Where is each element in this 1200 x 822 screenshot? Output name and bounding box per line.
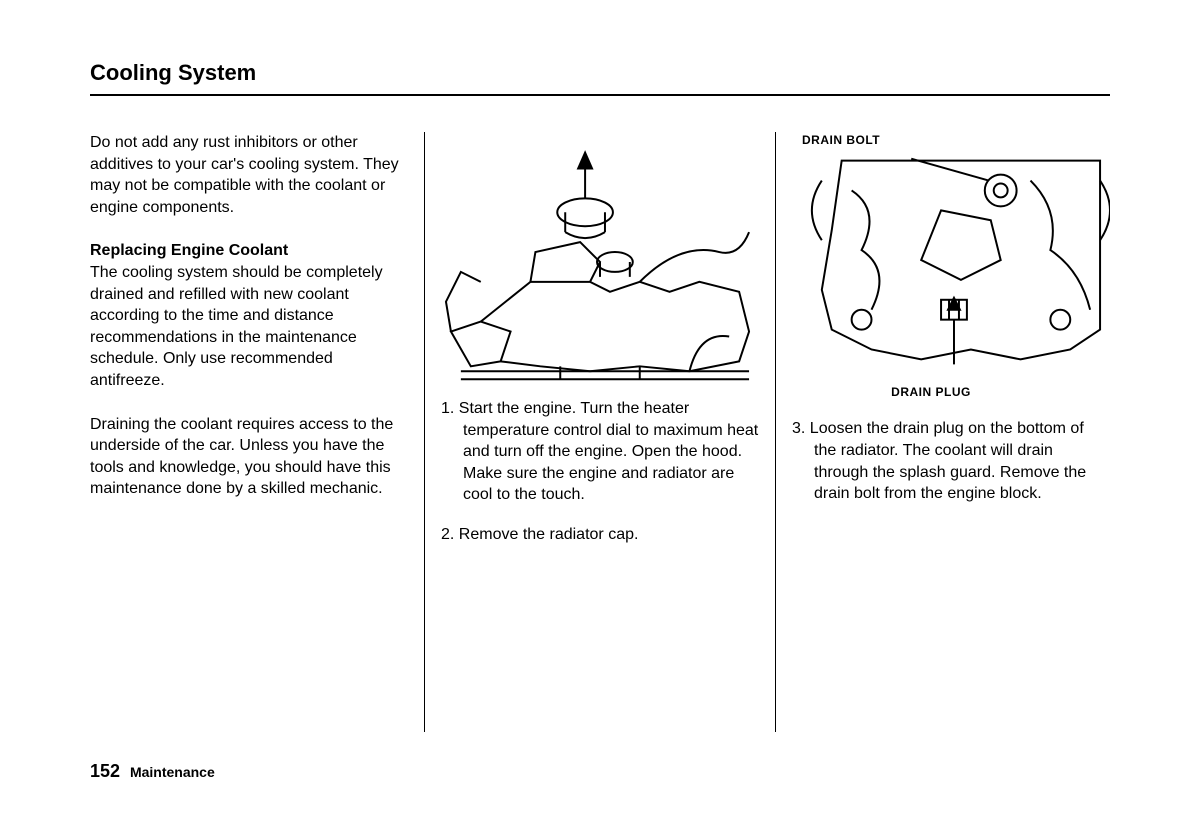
- drain-plug-illustration-icon: [792, 150, 1110, 380]
- step-1: 1. Start the engine. Turn the heater tem…: [441, 398, 759, 506]
- paragraph-drain-refill: The cooling system should be completely …: [90, 262, 408, 392]
- column-2: 1. Start the engine. Turn the heater tem…: [424, 132, 776, 732]
- page-title: Cooling System: [90, 60, 1110, 96]
- label-drain-bolt: DRAIN BOLT: [802, 132, 1110, 148]
- column-3: DRAIN BOLT: [776, 132, 1110, 732]
- radiator-cap-illustration-icon: [441, 132, 759, 382]
- step-3: 3. Loosen the drain plug on the bottom o…: [792, 418, 1110, 504]
- figure-radiator-cap: [441, 132, 759, 382]
- paragraph-additives: Do not add any rust inhibitors or other …: [90, 132, 408, 218]
- content-columns: Do not add any rust inhibitors or other …: [90, 132, 1110, 732]
- label-drain-plug: DRAIN PLUG: [752, 384, 1110, 400]
- page-footer: 152 Maintenance: [90, 761, 215, 782]
- column-1: Do not add any rust inhibitors or other …: [90, 132, 424, 732]
- figure-drain-plug: [792, 150, 1110, 380]
- step-2: 2. Remove the radiator cap.: [441, 524, 759, 546]
- paragraph-mechanic: Draining the coolant requires access to …: [90, 414, 408, 500]
- footer-section: Maintenance: [130, 764, 215, 780]
- subhead-replacing: Replacing Engine Coolant: [90, 240, 408, 262]
- page-number: 152: [90, 761, 120, 781]
